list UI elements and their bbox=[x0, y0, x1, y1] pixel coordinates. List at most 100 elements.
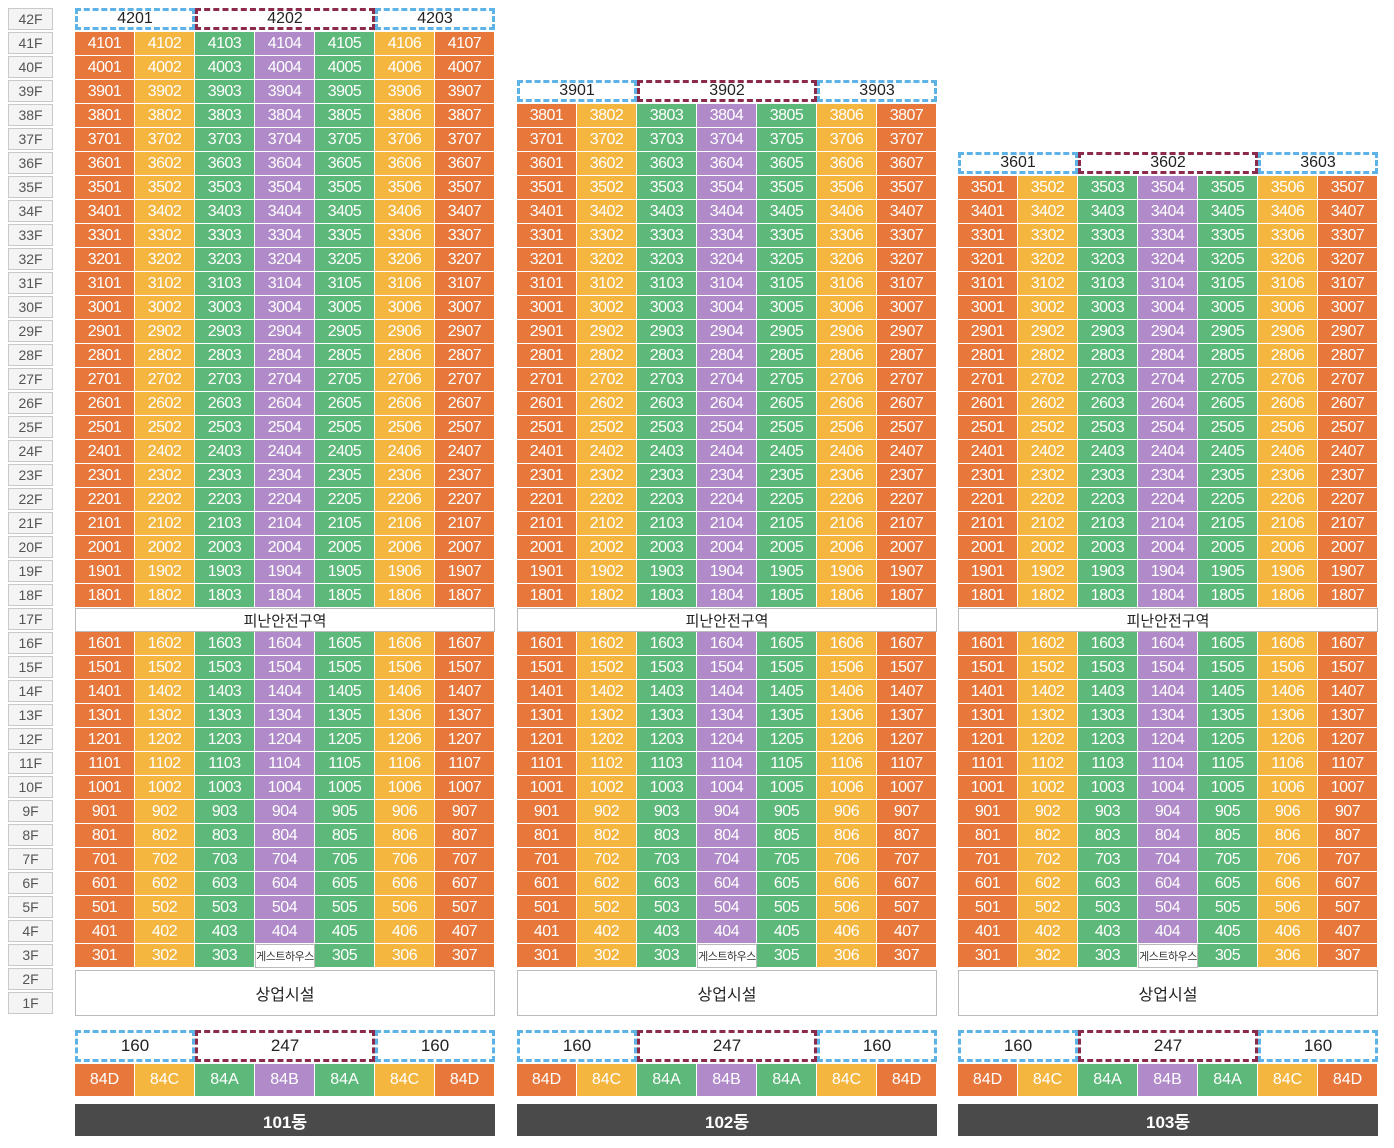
unit-cell: 3402 bbox=[577, 200, 637, 224]
unit-cell: 2306 bbox=[817, 464, 877, 488]
unit-cell: 3404 bbox=[255, 200, 315, 224]
unit-cell: 2601 bbox=[75, 392, 135, 416]
unit-cell: 2603 bbox=[1078, 392, 1138, 416]
unit-cell: 1506 bbox=[375, 656, 435, 680]
unit-cell: 2806 bbox=[817, 344, 877, 368]
unit-cell: 2007 bbox=[435, 536, 495, 560]
unit-cell: 2404 bbox=[1138, 440, 1198, 464]
unit-cell: 3101 bbox=[517, 272, 577, 296]
refuge-zone: 피난안전구역 bbox=[75, 608, 495, 632]
unit-cell: 1105 bbox=[315, 752, 375, 776]
unit-cell: 3401 bbox=[517, 200, 577, 224]
unit-cell: 3802 bbox=[135, 104, 195, 128]
unit-cell: 503 bbox=[1078, 896, 1138, 920]
unit-cell: 2001 bbox=[75, 536, 135, 560]
unit-cell: 3506 bbox=[817, 176, 877, 200]
unit-cell: 1306 bbox=[1258, 704, 1318, 728]
unit-cell: 2906 bbox=[817, 320, 877, 344]
unit-cell: 3404 bbox=[697, 200, 757, 224]
unit-cell: 2905 bbox=[757, 320, 817, 344]
unit-cell: 807 bbox=[1318, 824, 1378, 848]
unit-cell: 1107 bbox=[435, 752, 495, 776]
unit-cell: 1106 bbox=[375, 752, 435, 776]
unit-cell: 905 bbox=[315, 800, 375, 824]
unit-cell: 2907 bbox=[1318, 320, 1378, 344]
unit-cell: 2801 bbox=[958, 344, 1018, 368]
unit-cell: 306 bbox=[375, 944, 435, 968]
unit-cell: 1607 bbox=[1318, 632, 1378, 656]
unit-cell: 2207 bbox=[877, 488, 937, 512]
unit-cell: 3504 bbox=[697, 176, 757, 200]
unit-cell: 3007 bbox=[1318, 296, 1378, 320]
guesthouse-cell: 게스트하우스 bbox=[255, 944, 315, 968]
unit-cell: 605 bbox=[757, 872, 817, 896]
guesthouse-cell: 게스트하우스 bbox=[697, 944, 757, 968]
unit-cell: 3605 bbox=[315, 152, 375, 176]
unit-cell: 2101 bbox=[517, 512, 577, 536]
unit-cell: 1906 bbox=[375, 560, 435, 584]
unit-cell: 1005 bbox=[315, 776, 375, 800]
unit-cell: 1905 bbox=[1198, 560, 1258, 584]
unit-cell: 2502 bbox=[135, 416, 195, 440]
unit-cell: 901 bbox=[958, 800, 1018, 824]
floor-labels: 42F 41F 40F 39F 38F 37F 36F 35F 34F 33F 32F 31F 30F 2… bbox=[8, 8, 53, 1016]
unit-cell: 3006 bbox=[1258, 296, 1318, 320]
floor-label-3F: 3F bbox=[8, 944, 53, 966]
unit-cell: 903 bbox=[195, 800, 255, 824]
unit-cell: 2406 bbox=[375, 440, 435, 464]
unit-cell: 503 bbox=[637, 896, 697, 920]
unit-cell: 1302 bbox=[577, 704, 637, 728]
unit-cell: 4102 bbox=[135, 32, 195, 56]
unit-cell: 701 bbox=[517, 848, 577, 872]
unit-cell: 1007 bbox=[877, 776, 937, 800]
unit-cell: 3005 bbox=[757, 296, 817, 320]
unit-cell: 501 bbox=[958, 896, 1018, 920]
unit-cell: 407 bbox=[435, 920, 495, 944]
unit-cell: 3602 bbox=[577, 152, 637, 176]
unit-cell: 1604 bbox=[697, 632, 757, 656]
unit-cell: 1903 bbox=[637, 560, 697, 584]
unit-cell: 1107 bbox=[877, 752, 937, 776]
unit-cell: 2204 bbox=[697, 488, 757, 512]
building-name: 103동 bbox=[958, 1104, 1378, 1136]
unit-cell: 3502 bbox=[577, 176, 637, 200]
unit-cell: 2902 bbox=[1018, 320, 1078, 344]
unit-type-label: 84C bbox=[1018, 1064, 1078, 1096]
unit-cell: 1103 bbox=[637, 752, 697, 776]
unit-cell: 3502 bbox=[135, 176, 195, 200]
unit-cell: 3101 bbox=[958, 272, 1018, 296]
unit-cell: 501 bbox=[517, 896, 577, 920]
unit-type-label: 84B bbox=[1138, 1064, 1198, 1096]
unit-cell: 3506 bbox=[375, 176, 435, 200]
unit-cell: 3406 bbox=[1258, 200, 1318, 224]
unit-cell: 1304 bbox=[697, 704, 757, 728]
unit-cell: 3504 bbox=[1138, 176, 1198, 200]
unit-cell: 3206 bbox=[1258, 248, 1318, 272]
unit-cell: 3001 bbox=[517, 296, 577, 320]
unit-cell: 2506 bbox=[1258, 416, 1318, 440]
unit-cell: 706 bbox=[1258, 848, 1318, 872]
unit-cell: 2704 bbox=[255, 368, 315, 392]
unit-cell: 1604 bbox=[255, 632, 315, 656]
unit-type-label: 84B bbox=[255, 1064, 315, 1096]
guesthouse-cell: 게스트하우스 bbox=[1138, 944, 1198, 968]
unit-cell: 2102 bbox=[1018, 512, 1078, 536]
unit-cell: 901 bbox=[75, 800, 135, 824]
unit-cell: 2405 bbox=[757, 440, 817, 464]
unit-cell: 4101 bbox=[75, 32, 135, 56]
unit-cell: 901 bbox=[517, 800, 577, 824]
unit-cell: 2602 bbox=[135, 392, 195, 416]
unit-cell: 3504 bbox=[255, 176, 315, 200]
unit-cell: 2607 bbox=[877, 392, 937, 416]
unit-cell: 1302 bbox=[1018, 704, 1078, 728]
unit-cell: 504 bbox=[1138, 896, 1198, 920]
unit-cell: 3202 bbox=[577, 248, 637, 272]
unit-cell: 907 bbox=[877, 800, 937, 824]
unit-cell: 3804 bbox=[697, 104, 757, 128]
unit-cell: 1301 bbox=[958, 704, 1018, 728]
unit-cell: 607 bbox=[435, 872, 495, 896]
unit-cell: 705 bbox=[757, 848, 817, 872]
unit-cell: 2003 bbox=[1078, 536, 1138, 560]
unit-cell: 707 bbox=[877, 848, 937, 872]
unit-cell: 1307 bbox=[1318, 704, 1378, 728]
